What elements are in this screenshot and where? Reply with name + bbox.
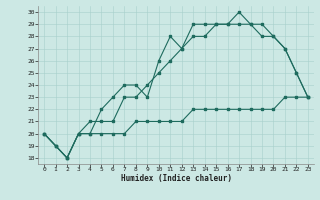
X-axis label: Humidex (Indice chaleur): Humidex (Indice chaleur): [121, 174, 231, 183]
